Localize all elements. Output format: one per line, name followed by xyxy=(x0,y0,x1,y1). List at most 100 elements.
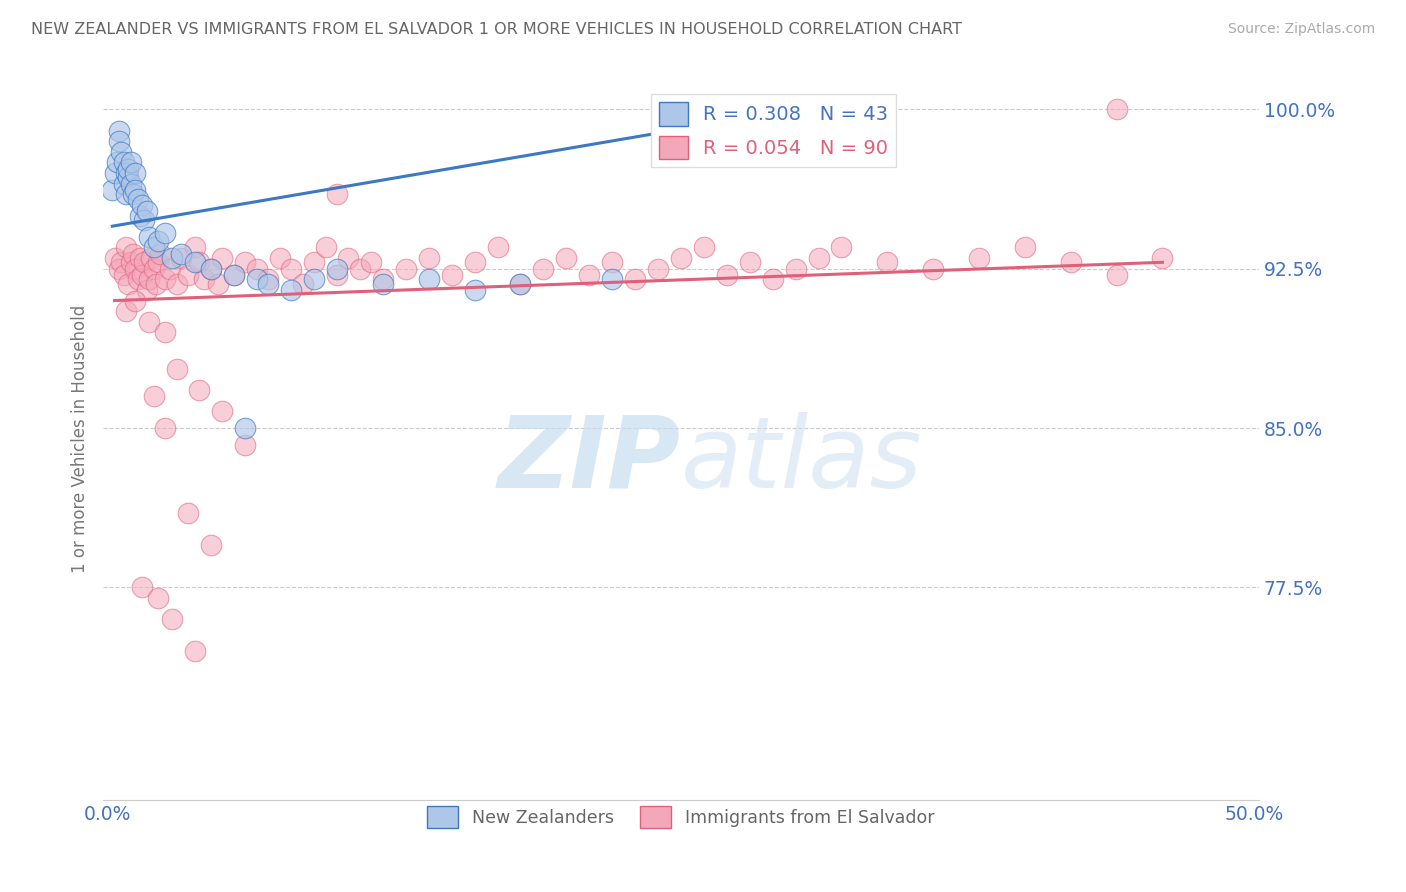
Point xyxy=(200,538,222,552)
Point xyxy=(200,261,222,276)
Point xyxy=(138,272,160,286)
Text: ZIP: ZIP xyxy=(498,412,681,508)
Point xyxy=(464,283,486,297)
Point xyxy=(360,255,382,269)
Point xyxy=(669,251,692,265)
Point xyxy=(349,261,371,276)
Point xyxy=(188,383,211,397)
Point xyxy=(509,277,531,291)
Point xyxy=(922,261,945,276)
Point xyxy=(233,255,256,269)
Point xyxy=(134,255,156,269)
Point xyxy=(105,155,128,169)
Point xyxy=(624,272,647,286)
Point xyxy=(170,251,193,265)
Point xyxy=(110,255,132,269)
Point xyxy=(124,183,146,197)
Point xyxy=(127,192,149,206)
Point xyxy=(120,255,142,269)
Point xyxy=(785,261,807,276)
Point xyxy=(115,166,138,180)
Point xyxy=(177,268,200,282)
Point xyxy=(146,255,169,269)
Point xyxy=(211,404,233,418)
Point xyxy=(153,421,176,435)
Point xyxy=(257,277,280,291)
Text: NEW ZEALANDER VS IMMIGRANTS FROM EL SALVADOR 1 OR MORE VEHICLES IN HOUSEHOLD COR: NEW ZEALANDER VS IMMIGRANTS FROM EL SALV… xyxy=(31,22,962,37)
Point xyxy=(127,272,149,286)
Point xyxy=(371,277,394,291)
Point xyxy=(291,277,314,291)
Point xyxy=(830,240,852,254)
Point xyxy=(693,240,716,254)
Point xyxy=(222,268,245,282)
Point xyxy=(153,226,176,240)
Point xyxy=(160,251,183,265)
Point xyxy=(142,240,165,254)
Point xyxy=(124,261,146,276)
Point xyxy=(246,272,269,286)
Text: Source: ZipAtlas.com: Source: ZipAtlas.com xyxy=(1227,22,1375,37)
Point xyxy=(146,591,169,605)
Point xyxy=(166,277,188,291)
Point xyxy=(326,187,349,202)
Point xyxy=(578,268,600,282)
Point xyxy=(326,261,349,276)
Point xyxy=(117,170,139,185)
Point xyxy=(117,161,139,176)
Point xyxy=(104,251,127,265)
Point xyxy=(600,272,623,286)
Point xyxy=(110,145,132,159)
Point xyxy=(1105,268,1128,282)
Point xyxy=(141,251,163,265)
Point xyxy=(257,272,280,286)
Point xyxy=(108,134,131,148)
Point xyxy=(115,240,138,254)
Point xyxy=(600,255,623,269)
Point xyxy=(371,272,394,286)
Point xyxy=(807,251,830,265)
Point xyxy=(418,272,440,286)
Point xyxy=(967,251,990,265)
Point xyxy=(716,268,738,282)
Text: atlas: atlas xyxy=(681,412,922,508)
Point xyxy=(762,272,785,286)
Point xyxy=(647,261,669,276)
Legend: New Zealanders, Immigrants from El Salvador: New Zealanders, Immigrants from El Salva… xyxy=(420,799,942,835)
Point xyxy=(184,240,207,254)
Point xyxy=(395,261,418,276)
Point xyxy=(193,272,215,286)
Point xyxy=(160,612,183,626)
Point xyxy=(153,272,176,286)
Point xyxy=(280,283,302,297)
Point xyxy=(211,251,233,265)
Point xyxy=(153,326,176,340)
Point xyxy=(418,251,440,265)
Point xyxy=(269,251,291,265)
Point xyxy=(117,277,139,291)
Point xyxy=(246,261,269,276)
Point xyxy=(131,198,153,212)
Point xyxy=(315,240,337,254)
Point xyxy=(509,277,531,291)
Point xyxy=(128,251,150,265)
Point xyxy=(120,155,142,169)
Point xyxy=(762,106,785,120)
Point xyxy=(135,283,157,297)
Point xyxy=(280,261,302,276)
Point xyxy=(302,272,325,286)
Point xyxy=(486,240,509,254)
Point xyxy=(222,268,245,282)
Point xyxy=(177,506,200,520)
Point xyxy=(200,261,222,276)
Point xyxy=(159,261,181,276)
Point xyxy=(122,187,145,202)
Point xyxy=(207,277,229,291)
Point xyxy=(135,204,157,219)
Point xyxy=(142,389,165,403)
Point xyxy=(337,251,360,265)
Point xyxy=(138,315,160,329)
Point xyxy=(876,255,898,269)
Point xyxy=(124,166,146,180)
Point xyxy=(115,304,138,318)
